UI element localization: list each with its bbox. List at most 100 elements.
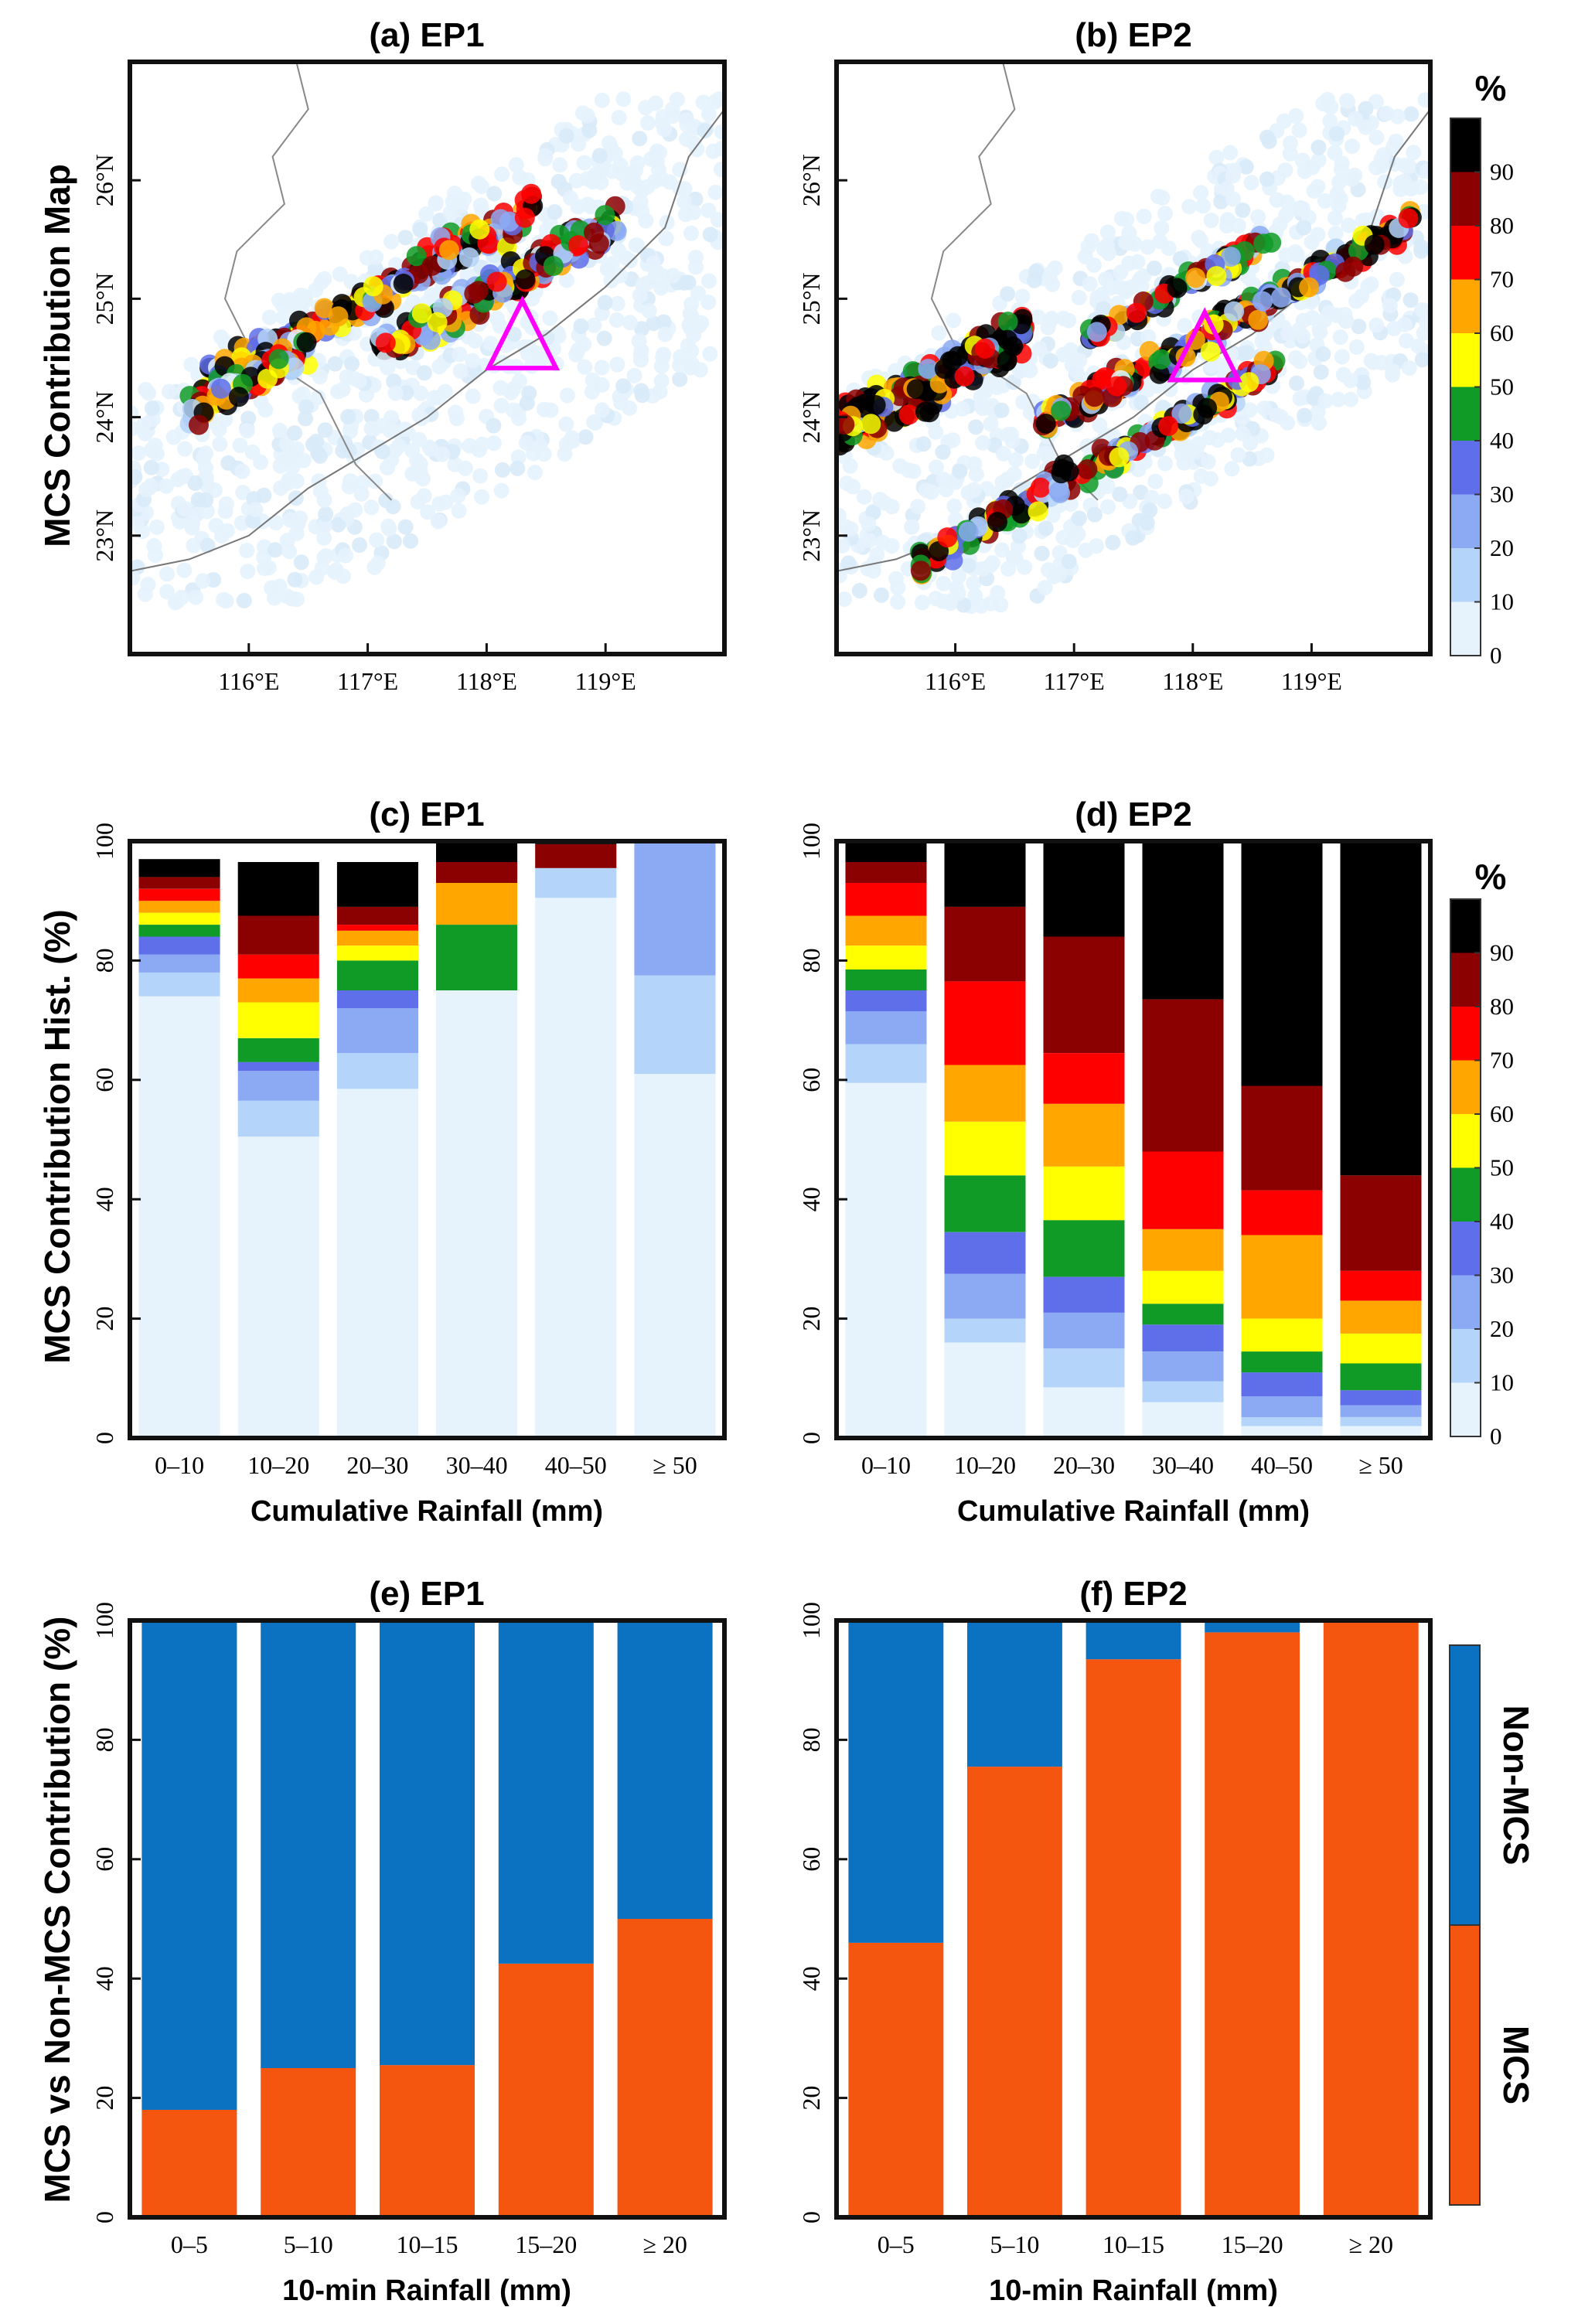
- map-a-bg-point: [714, 162, 724, 178]
- map-a-bg-point: [130, 516, 145, 532]
- map-a-bg-point: [247, 502, 264, 518]
- map-a-point: [464, 283, 485, 304]
- map-b-point: [997, 329, 1018, 350]
- map-a-bg-point: [292, 288, 308, 303]
- map-b-bg-point: [1358, 119, 1374, 135]
- map-a-bg-point: [448, 404, 463, 421]
- colorbar-segment: [1450, 1114, 1481, 1168]
- map-b-bg-point: [1259, 447, 1275, 463]
- map-a-bg-point: [608, 312, 625, 328]
- map-a-bg-point: [327, 356, 343, 372]
- map-b-bg-point: [1004, 433, 1021, 449]
- map-a-bg-point: [330, 516, 346, 533]
- colorbar-segment: [1450, 333, 1481, 387]
- map-a-bg-point: [657, 326, 673, 342]
- map-a-point: [421, 255, 442, 276]
- map-a-bg-point: [218, 496, 234, 512]
- hist-d-bar-segment: [944, 1318, 1026, 1343]
- map-b-bg-point: [884, 499, 900, 515]
- map-b-bg-point: [1321, 305, 1338, 321]
- map-a-bg-point: [633, 383, 649, 399]
- map-a-bg-point: [519, 434, 534, 451]
- map-b-bg-point: [1311, 322, 1327, 338]
- hist-d-bar-segment: [1241, 1417, 1323, 1426]
- map-b-bg-point: [919, 482, 935, 499]
- map-a-bg-point: [690, 285, 707, 302]
- map-a-bg-point: [597, 295, 613, 311]
- map-a-bg-point: [287, 571, 303, 588]
- map-a-bg-point: [493, 482, 510, 499]
- map-a-point: [567, 235, 588, 256]
- map-a-bg-point: [559, 387, 575, 404]
- hist-d-bar-segment: [1340, 1363, 1422, 1391]
- map-b-bg-point: [890, 594, 906, 610]
- map-a-bg-point: [363, 409, 380, 424]
- map-b-point: [1185, 267, 1206, 288]
- map-panel-b: (b) EP2 116°E 117°E 118°E 119°E 23°N 24°N 25°N…: [797, 16, 1433, 695]
- map-b-bg-point: [1344, 138, 1360, 155]
- map-a-bg-point: [472, 468, 489, 484]
- map-a-bg-point: [387, 424, 404, 440]
- map-a-bg-point: [633, 352, 649, 368]
- map-a-bg-point: [591, 148, 608, 164]
- hist-d-bar-segment: [1043, 1276, 1125, 1313]
- map-a-bg-point: [140, 577, 156, 592]
- map-b-bg-point: [1133, 394, 1150, 411]
- map-a-bg-point: [253, 454, 269, 470]
- hist-d-bar-segment: [944, 906, 1026, 982]
- colorbar-tick-label: 30: [1490, 1262, 1514, 1289]
- map-b-bg-point: [993, 542, 1010, 558]
- map-b-xtick-label: 117°E: [1044, 667, 1105, 695]
- map-b-bg-point: [900, 462, 916, 479]
- map-b-point: [1239, 372, 1259, 393]
- map-b-point: [1364, 234, 1385, 255]
- map-a-bg-point: [486, 417, 502, 434]
- map-a-bg-point: [612, 267, 629, 284]
- map-a-bg-point: [298, 411, 313, 427]
- map-b-bg-point: [1389, 271, 1405, 288]
- map-a-bg-point: [339, 369, 355, 385]
- colorbar-tick-label: 40: [1490, 1208, 1514, 1235]
- map-a-bg-point: [683, 343, 700, 360]
- map-b-bg-point: [1403, 106, 1420, 122]
- map-b-bg-point: [1140, 239, 1156, 255]
- map-b-bg-point: [1342, 373, 1358, 389]
- map-b-bg-point: [950, 585, 966, 601]
- map-b-bg-point: [1386, 320, 1402, 336]
- map-b-bg-point: [1139, 515, 1155, 531]
- map-b-point: [1335, 261, 1356, 282]
- map-b-bg-point: [1105, 534, 1121, 550]
- map-a-bg-point: [494, 462, 510, 478]
- hist-c-xtick-label: 10–20: [247, 1451, 309, 1479]
- hist-c-bar-segment: [138, 936, 220, 955]
- map-a-bg-point: [669, 91, 685, 107]
- map-b-bg-point: [1040, 319, 1056, 336]
- map-a-bg-point: [691, 318, 707, 334]
- map-a-bg-point: [220, 455, 237, 471]
- map-a-bg-point: [261, 309, 278, 325]
- map-b-bg-point: [1289, 247, 1305, 263]
- map-b-bg-point: [1389, 108, 1406, 124]
- map-a-bg-point: [537, 148, 554, 164]
- map-a-bg-point: [404, 442, 421, 458]
- map-a-xtick-label: 118°E: [456, 667, 517, 695]
- hist-d-bar-segment: [1043, 936, 1125, 1053]
- map-b-bg-point: [1140, 329, 1157, 345]
- map-a-bg-point: [493, 397, 510, 414]
- hist-d-bar-segment: [944, 1065, 1026, 1122]
- map-b-bg-point: [872, 492, 888, 508]
- map-b-point: [910, 561, 931, 581]
- map-a-bg-point: [285, 459, 301, 475]
- map-a-bg-point: [363, 499, 380, 516]
- hist-c-title: (c) EP1: [369, 796, 484, 833]
- split-panel-f: (f) EP2 10-min Rainfall (mm) 0–5 5–10 10–1…: [797, 1575, 1433, 2307]
- map-a-bg-point: [218, 593, 234, 609]
- row-label-hist: MCS Contribution Hist. (%): [37, 909, 77, 1364]
- map-a-bg-point: [474, 489, 490, 505]
- map-b-bg-point: [1306, 390, 1322, 406]
- map-b-bg-point: [1296, 220, 1312, 236]
- map-b-bg-point: [1334, 155, 1350, 172]
- split-f-bar-mcs: [1323, 1620, 1419, 2217]
- hist-d-xtick-label: 10–20: [954, 1451, 1016, 1479]
- hist-d-ytick-label: 20: [797, 1307, 825, 1331]
